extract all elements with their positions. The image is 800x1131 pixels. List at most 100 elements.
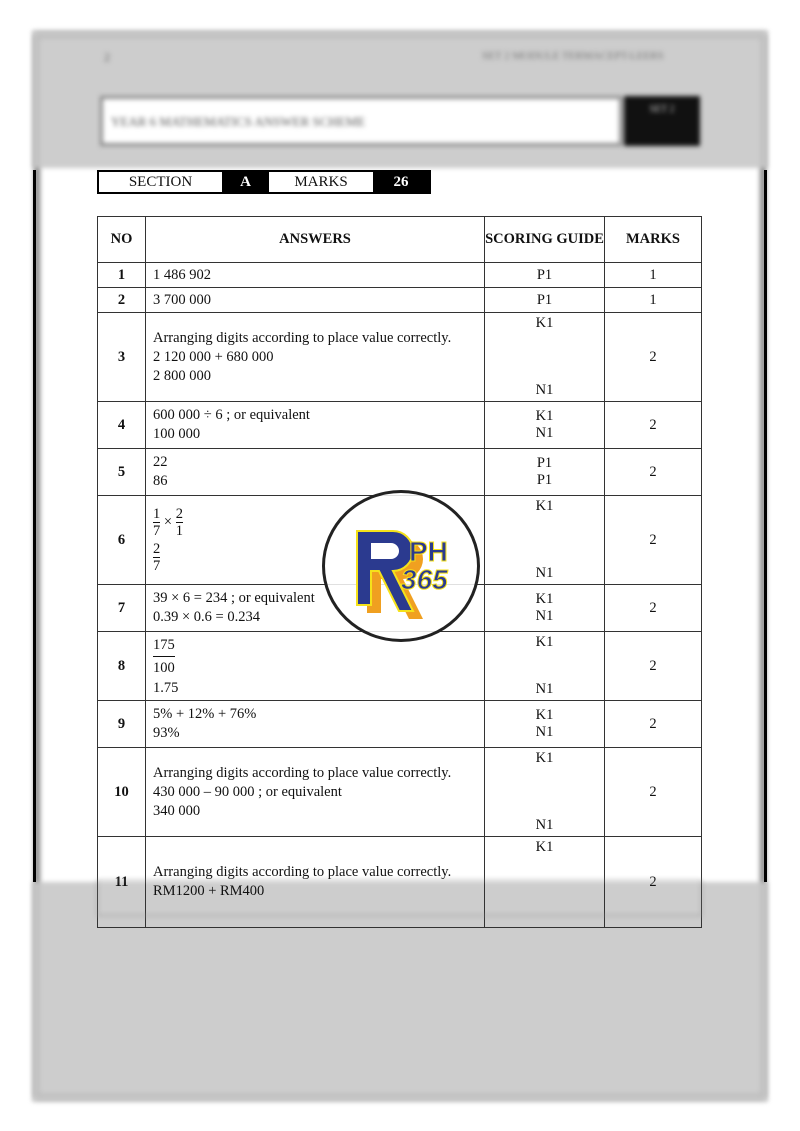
question-number: 2 xyxy=(97,287,146,313)
table-row: 4 600 000 ÷ 6 ; or equivalent 100 000 K1 N… xyxy=(97,401,702,449)
answer-line: 100 000 xyxy=(153,426,201,442)
answer-cell: 600 000 ÷ 6 ; or equivalent 100 000 xyxy=(145,401,485,449)
fraction-numerator: 2 xyxy=(153,541,161,558)
answer-line: Arranging digits according to place valu… xyxy=(153,864,452,880)
marks-cell: 2 xyxy=(604,747,702,837)
scoring-cell: P1 P1 xyxy=(484,448,605,496)
document-title: YEAR 6 MATHEMATICS ANSWER SCHEME xyxy=(100,96,622,146)
scoring-cell: K1 N1 xyxy=(484,312,605,402)
scoring-code: K1 xyxy=(535,839,554,855)
scoring-cell: K1 N1 xyxy=(484,584,605,632)
answer-cell: 5% + 12% + 76% 93% xyxy=(145,700,485,748)
table-header: NO ANSWERS SCORING GUIDE MARKS xyxy=(97,216,702,263)
title-bar: YEAR 6 MATHEMATICS ANSWER SCHEME SET 2 xyxy=(100,96,700,148)
section-label: SECTION xyxy=(128,173,193,190)
table-row: 5 22 86 P1 P1 2 xyxy=(97,448,702,496)
answer-line: 5% + 12% + 76% xyxy=(153,706,257,722)
scoring-cell: K1 N1 xyxy=(484,631,605,701)
scoring-cell: K1 N1 xyxy=(484,401,605,449)
answer-cell: 1 486 902 xyxy=(145,262,485,288)
scoring-cell: P1 xyxy=(484,262,605,288)
answer-line: 39 × 6 = 234 ; or equivalent xyxy=(153,590,315,606)
scoring-code: K1 xyxy=(535,498,554,514)
answer-line: 3 700 000 xyxy=(153,291,211,308)
scoring-code: K1 xyxy=(535,634,554,650)
table-row: 9 5% + 12% + 76% 93% K1 N1 2 xyxy=(97,700,702,748)
scoring-code: N1 xyxy=(535,608,554,624)
marks-cell: 2 xyxy=(604,631,702,701)
marks-cell: 2 xyxy=(604,700,702,748)
scoring-code: K1 xyxy=(535,707,554,723)
fraction-numerator: 2 xyxy=(175,506,183,523)
question-number: 4 xyxy=(97,401,146,449)
answer-cell: Arranging digits according to place valu… xyxy=(145,836,485,928)
running-title: SET 2 MODULE TERMACEPT-LEERS xyxy=(482,50,664,62)
answer-line: 93% xyxy=(153,725,180,741)
right-border xyxy=(764,170,767,882)
answer-cell: 3 700 000 xyxy=(145,287,485,313)
answer-line: 1 486 902 xyxy=(153,266,211,283)
answer-line: 0.39 × 0.6 = 0.234 xyxy=(153,609,260,625)
table-row: 10 Arranging digits according to place v… xyxy=(97,747,702,837)
scoring-code: N1 xyxy=(535,425,554,441)
answer-cell: Arranging digits according to place valu… xyxy=(145,747,485,837)
marks-cell: 2 xyxy=(604,312,702,402)
page-number: 2 xyxy=(104,50,110,64)
svg-text:365: 365 xyxy=(401,564,448,595)
fraction-numerator: 1 xyxy=(153,506,161,523)
svg-text:PH: PH xyxy=(409,536,448,567)
marks-cell: 2 xyxy=(604,448,702,496)
answer-line: 430 000 – 90 000 ; or equivalent xyxy=(153,783,342,800)
scoring-code: P1 xyxy=(536,291,553,308)
scoring-cell: K1 xyxy=(484,836,605,928)
scoring-code: K1 xyxy=(535,408,554,424)
scoring-code: N1 xyxy=(535,681,554,697)
answer-line: Arranging digits according to place valu… xyxy=(153,329,452,346)
question-number: 5 xyxy=(97,448,146,496)
scoring-code: P1 xyxy=(536,472,553,488)
times-sign: × xyxy=(163,513,173,530)
scoring-code: K1 xyxy=(535,315,554,331)
section-bar: SECTION A MARKS 26 xyxy=(97,170,431,194)
question-number: 3 xyxy=(97,312,146,402)
question-number: 1 xyxy=(97,262,146,288)
answer-line: 2 800 000 xyxy=(153,367,211,384)
marks-cell: 1 xyxy=(604,262,702,288)
scoring-code: N1 xyxy=(535,817,554,833)
marks-cell: 2 xyxy=(604,495,702,585)
header-scoring: SCORING GUIDE xyxy=(484,216,605,263)
fraction-denominator: 100 xyxy=(153,660,175,676)
blurred-row xyxy=(97,880,702,916)
marks-cell: 1 xyxy=(604,287,702,313)
header-marks: MARKS xyxy=(604,216,702,263)
marks-cell: 2 xyxy=(604,584,702,632)
table-row: 7 39 × 6 = 234 ; or equivalent 0.39 × 0.6… xyxy=(97,584,702,632)
answer-line: RM1200 + RM400 xyxy=(153,883,265,899)
answer-line: 1.75 xyxy=(153,680,179,696)
fraction-denominator: 7 xyxy=(153,558,161,574)
answer-line: 600 000 ÷ 6 ; or equivalent xyxy=(153,407,310,423)
answer-cell: 22 86 xyxy=(145,448,485,496)
question-number: 10 xyxy=(97,747,146,837)
fraction-denominator: 1 xyxy=(175,523,183,539)
scoring-code: P1 xyxy=(536,266,553,283)
rph365-logo-icon: PH 365 xyxy=(356,530,449,619)
answer-line: 2 120 000 + 680 000 xyxy=(153,348,274,365)
set-code: SET 2 xyxy=(624,96,700,146)
marks-cell: 2 xyxy=(604,836,702,928)
question-number: 6 xyxy=(97,495,146,585)
rph365-watermark-logo: PH 365 xyxy=(322,490,480,642)
table-row: 2 3 700 000 P1 1 xyxy=(97,287,702,313)
header-no: NO xyxy=(97,216,146,263)
fraction-denominator: 7 xyxy=(153,523,161,539)
scoring-code: P1 xyxy=(536,455,553,471)
scoring-code: N1 xyxy=(535,382,554,398)
answer-line: 340 000 xyxy=(153,802,201,819)
marks-value: 26 xyxy=(373,172,429,192)
question-number: 8 xyxy=(97,631,146,701)
question-number: 9 xyxy=(97,700,146,748)
scoring-cell: K1 N1 xyxy=(484,747,605,837)
answer-cell: 39 × 6 = 234 ; or equivalent 0.39 × 0.6 =… xyxy=(145,584,485,632)
section-value: A xyxy=(222,172,269,192)
scoring-cell: P1 xyxy=(484,287,605,313)
